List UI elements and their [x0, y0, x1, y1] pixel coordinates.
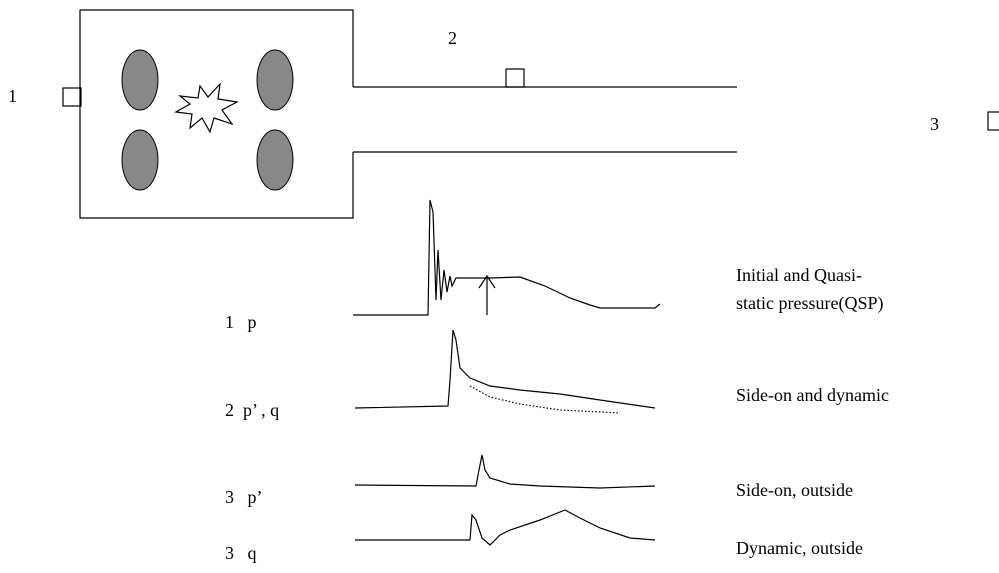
trace-label: 2 p’ , q [225, 400, 279, 420]
trace-description: Initial and Quasi- [736, 265, 862, 285]
trace-description: static pressure(QSP) [736, 293, 883, 314]
trace-label: 3 p’ [225, 487, 263, 507]
trace-label: 1 p [225, 312, 257, 332]
chamber [79, 9, 737, 219]
gauge-label: 2 [448, 28, 457, 48]
gauges [62, 68, 999, 131]
trace-description: Side-on, outside [736, 480, 853, 500]
trace-description: Dynamic, outside [736, 538, 863, 558]
gauge-label: 1 [8, 86, 17, 106]
gauge-label: 3 [930, 114, 939, 134]
trace-description: Side-on and dynamic [736, 385, 889, 405]
trace-label: 3 q [225, 543, 257, 563]
traces [353, 199, 661, 546]
explosion [174, 82, 239, 134]
